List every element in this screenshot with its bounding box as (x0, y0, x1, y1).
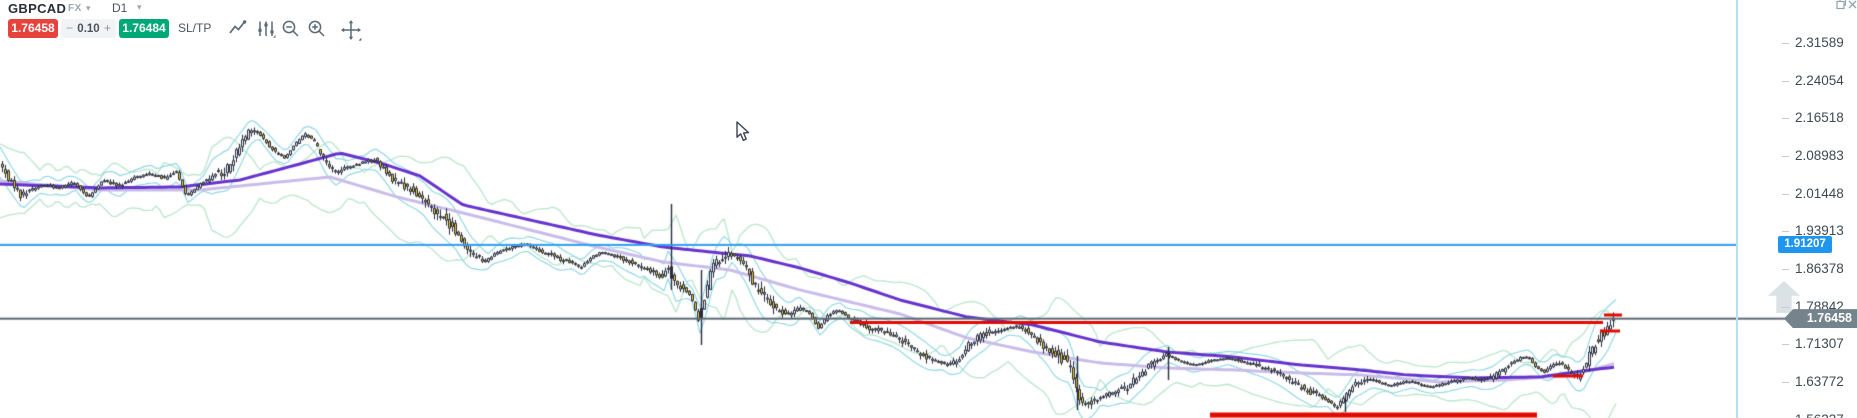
buy-price-button[interactable]: 1.76484 (119, 19, 169, 38)
current-price-tag: 1.76458 (1784, 309, 1857, 329)
axis-tick-dash (1782, 193, 1789, 195)
market-type-label: FX (68, 3, 82, 14)
axis-tick-dash (1782, 80, 1789, 82)
axis-tick-dash (1782, 344, 1789, 346)
axis-tick-dash (1782, 268, 1789, 270)
axis-tick-label: 2.08983 (1782, 148, 1844, 164)
sell-price-button[interactable]: 1.76458 (8, 19, 58, 38)
axis-tick-label: 2.16518 (1782, 110, 1844, 126)
axis-tick-dash (1782, 118, 1789, 120)
axis-tick-dash (1782, 382, 1789, 384)
axis-tick-dash (1782, 231, 1789, 233)
zoom-in-icon[interactable] (307, 19, 327, 39)
mouse-cursor (736, 121, 750, 141)
axis-tick-label: 2.01448 (1782, 186, 1844, 202)
indicators-icon[interactable] (256, 19, 276, 39)
chevron-down-icon[interactable]: ▾ (86, 3, 91, 13)
axis-tick-dash (1782, 306, 1789, 308)
timeframe-selector[interactable]: D1 (112, 1, 128, 15)
spread-stepper: − 0.10 + (61, 19, 116, 38)
axis-tick-dash (1782, 155, 1789, 157)
axis-tick-label: 1.56237 (1782, 412, 1844, 418)
popout-window-icon[interactable] (1836, 0, 1847, 15)
trendline-icon[interactable] (228, 19, 248, 39)
axis-separator (1736, 0, 1738, 418)
axis-tick-label: 1.71307 (1782, 336, 1844, 352)
spread-value: 0.10 (77, 22, 100, 35)
axis-tick-label: 1.86378 (1782, 261, 1844, 277)
sltp-label[interactable]: SL/TP (178, 21, 212, 35)
axis-tick-label: 2.24054 (1782, 73, 1844, 89)
spread-increase-button[interactable]: + (103, 21, 111, 35)
symbol-label[interactable]: GBPCAD (8, 1, 67, 16)
price-axis[interactable]: 2.31589 2.24054 2.16518 2.08983 2.01448 1.939… (1737, 0, 1857, 418)
axis-tick-label: 2.31589 (1782, 35, 1844, 51)
close-icon[interactable] (1848, 0, 1857, 15)
blue-level-price-tag: 1.91207 (1778, 236, 1832, 254)
zoom-out-icon[interactable] (281, 19, 301, 39)
axis-tick-dash (1782, 42, 1789, 44)
axis-tick-label: 1.63772 (1782, 374, 1844, 390)
chevron-down-icon[interactable]: ▾ (137, 2, 142, 12)
current-price-value: 1.76458 (1806, 311, 1852, 326)
axis-tick-label: 1.93913 (1782, 223, 1844, 239)
spread-decrease-button[interactable]: − (66, 21, 74, 35)
move-icon[interactable] (340, 19, 362, 41)
